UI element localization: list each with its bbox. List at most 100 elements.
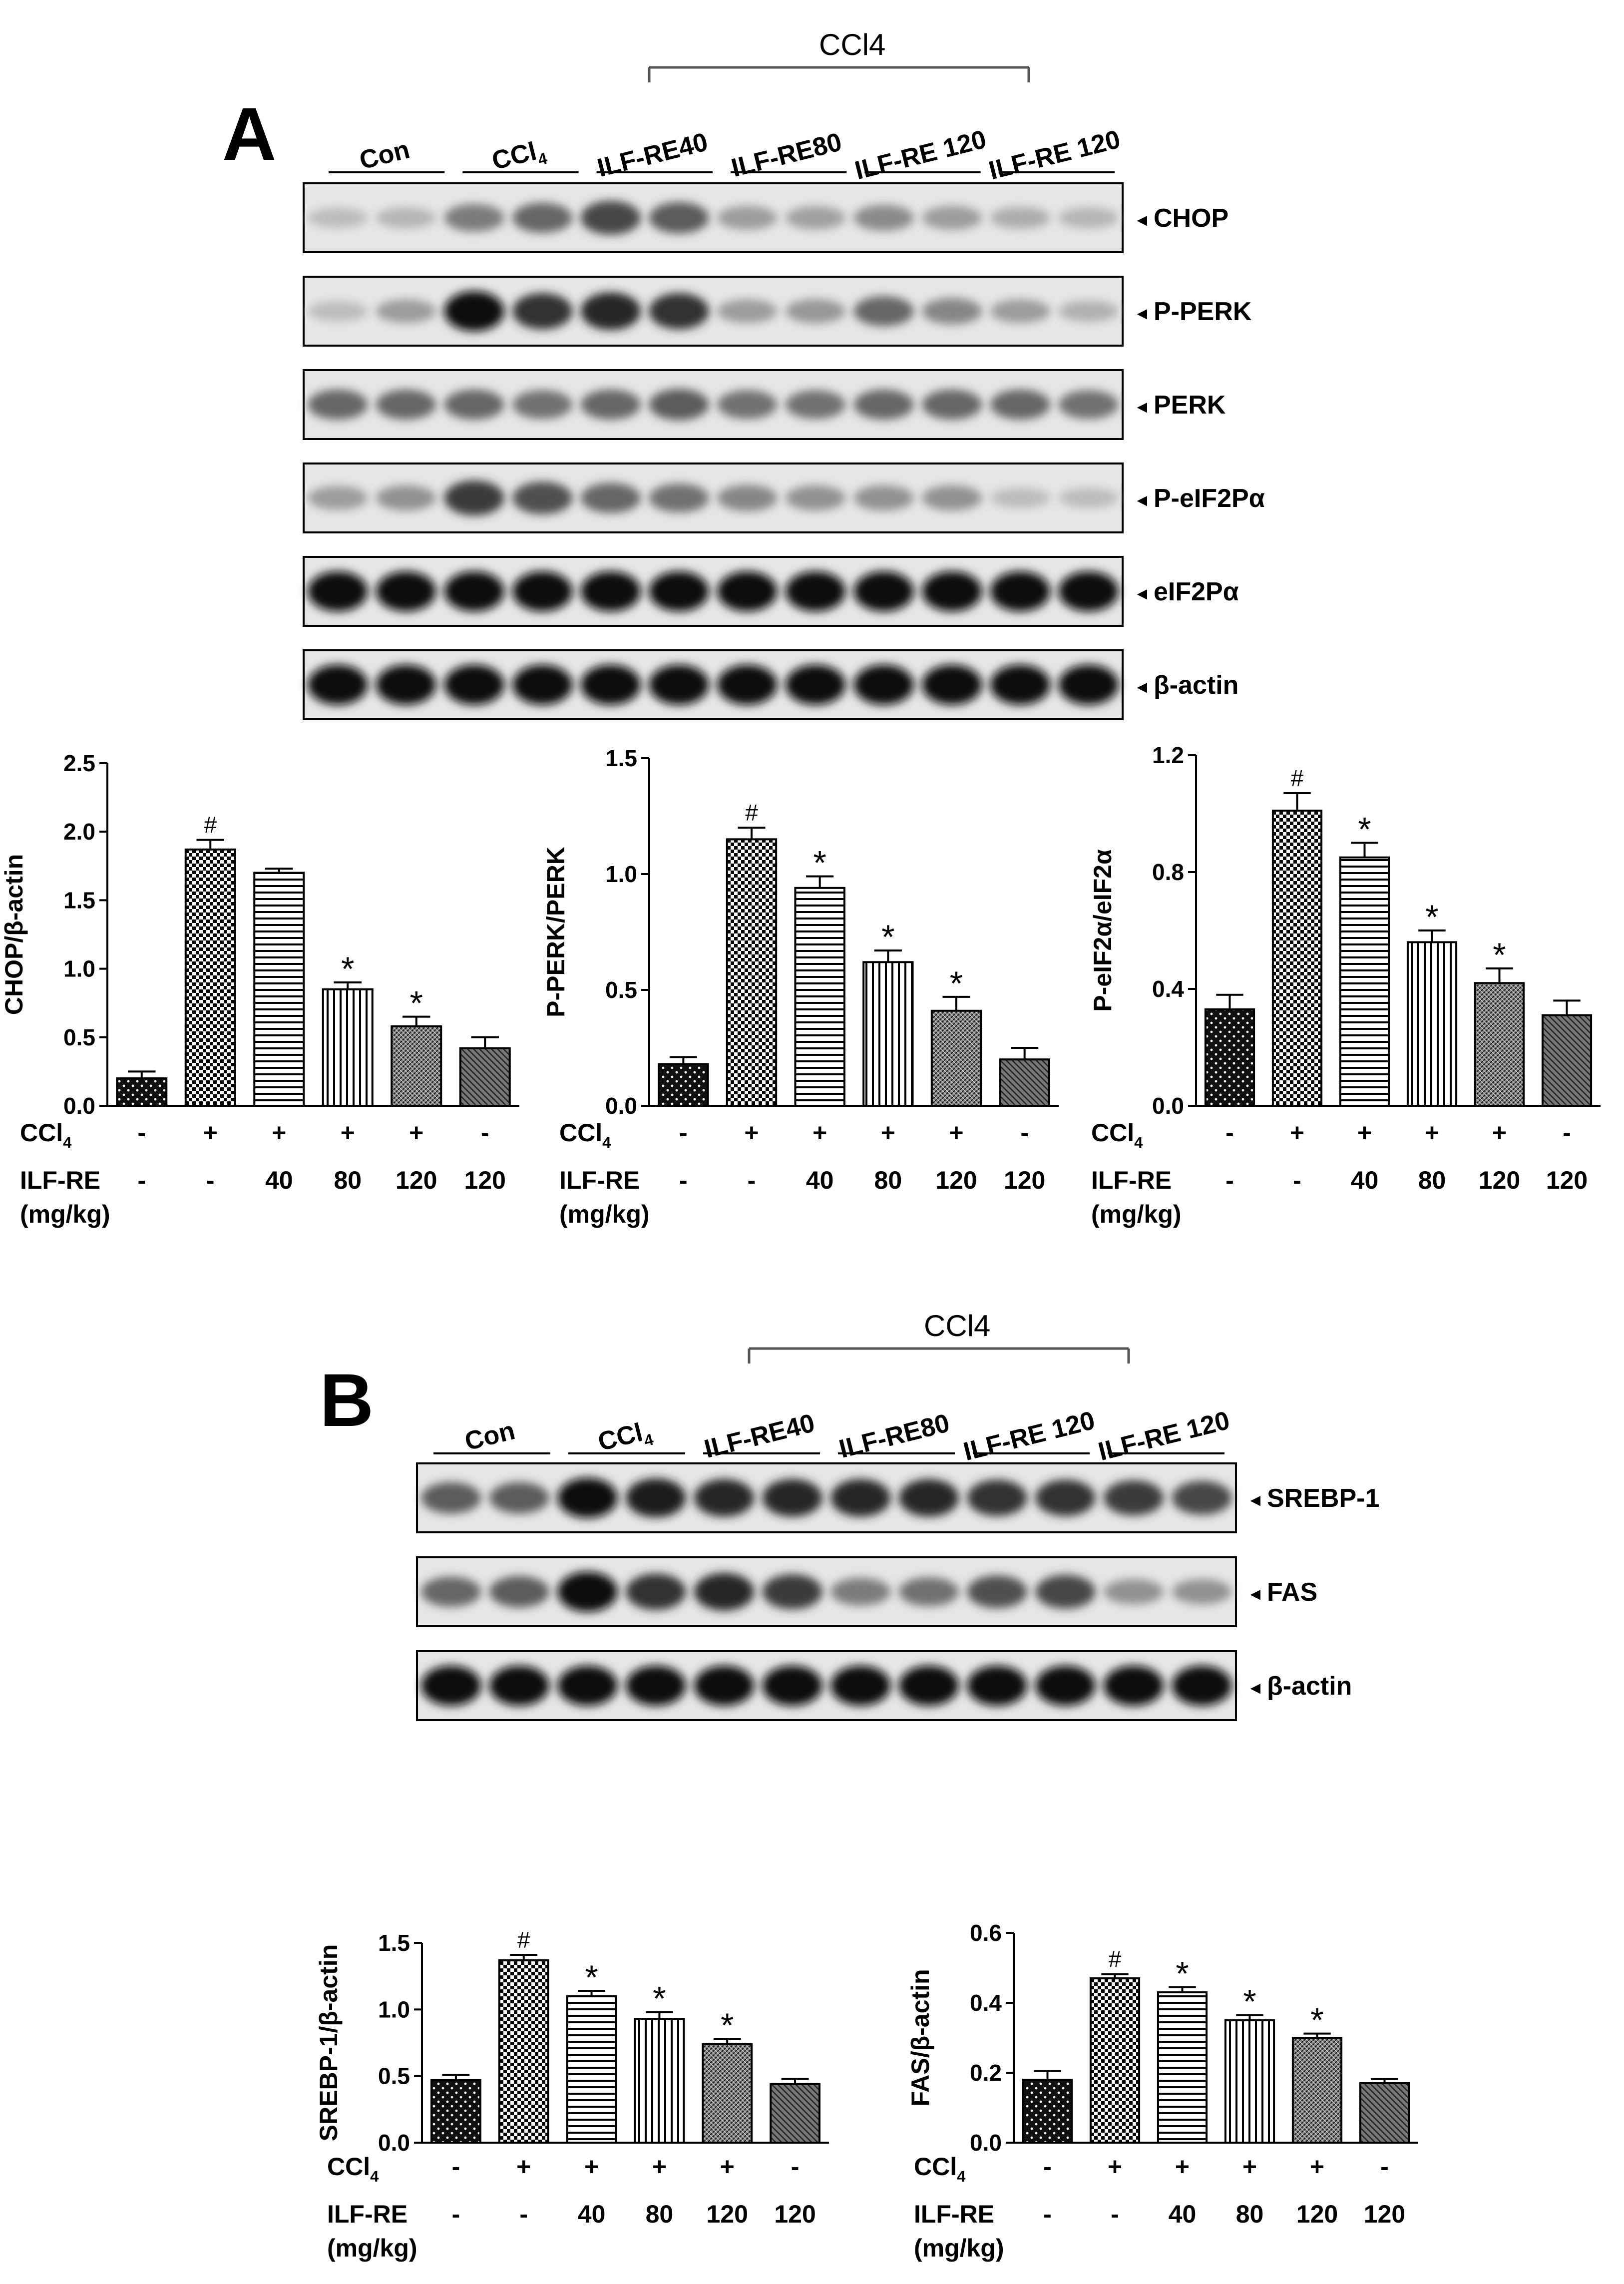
ccl4-value: + <box>1108 2153 1122 2181</box>
bar <box>1339 856 1390 1107</box>
panel-a-blot-band <box>853 205 914 231</box>
ilf-re-row-label: ILF-RE <box>1091 1166 1172 1194</box>
panel-a-blot-band <box>512 390 573 419</box>
significance-star: * <box>1358 811 1371 849</box>
panel-a-blot-band <box>990 389 1051 420</box>
panel-a-arrow-icon: ◄ <box>1134 491 1151 510</box>
ccl4-row-label: CCl4 <box>914 2153 966 2185</box>
ccl4-value: + <box>203 1119 218 1147</box>
panel-b-lane-header: ILF-RE80 <box>836 1408 953 1464</box>
panel-a-blot-band <box>580 292 641 330</box>
ccl4-row-label: CCl4 <box>559 1119 611 1151</box>
ilf-re-value: 120 <box>1004 1166 1045 1194</box>
panel-a-blot-band <box>444 571 504 612</box>
ilf-re-unit-label: (mg/kg) <box>327 2234 417 2262</box>
bar <box>1291 2037 1343 2144</box>
panel-a-blot-band <box>444 291 504 332</box>
ilf-re-unit-label: (mg/kg) <box>914 2234 1004 2262</box>
significance-star: * <box>950 964 963 1002</box>
panel-a-blot-band <box>580 482 641 513</box>
panel-a-blot-band <box>785 664 846 705</box>
ilf-re-value: 120 <box>1546 1166 1588 1194</box>
ilf-re-value: 120 <box>935 1166 977 1194</box>
panel-b-blot-band <box>489 1576 550 1608</box>
panel-a-blot-band <box>922 205 982 230</box>
bar <box>862 961 914 1107</box>
panel-b-blot-label: β-actin <box>1267 1672 1352 1701</box>
bar <box>322 988 374 1107</box>
y-tick-label: 1.5 <box>605 745 637 771</box>
panel-a-blot-band <box>785 571 846 612</box>
panel-a-blot-band <box>649 202 709 234</box>
bar <box>702 2043 753 2144</box>
significance-star: * <box>410 984 423 1022</box>
ilf-re-value: - <box>452 2200 460 2228</box>
panel-b-blot-band <box>830 1665 891 1706</box>
panel-a-blot-label: P-PERK <box>1154 297 1252 326</box>
y-tick-label: 0.0 <box>1152 1093 1184 1119</box>
significance-star: * <box>1176 1955 1189 1993</box>
panel-a-blot-band <box>922 571 982 612</box>
panel-a-blot-band <box>922 664 982 705</box>
ilf-re-row-label: ILF-RE <box>20 1166 100 1194</box>
panel-a-blot-band <box>308 664 368 705</box>
y-axis-label: FAS/β-actin <box>906 1969 934 2107</box>
ilf-re-unit-label: (mg/kg) <box>559 1200 650 1228</box>
panel-a-blot-band <box>717 299 778 324</box>
ccl4-value: - <box>1563 1119 1571 1147</box>
chart-srebp: 0.0 0.5 1.0 1.5 SREBP-1/β-actin - - # + - * +40 * +80… <box>315 1927 829 2262</box>
panel-b-blot-band <box>557 1477 618 1518</box>
panel-a-blot-band <box>922 298 982 325</box>
panel-b-lane-headers: Con CCl4 ILF-RE40 ILF-RE80 ILF-RE 120ILF-RE … <box>433 1406 1232 1466</box>
panel-a-blot-band <box>1058 487 1119 508</box>
y-tick-label: 0.0 <box>378 2130 410 2156</box>
panel-b-blot-band <box>694 1665 755 1706</box>
ilf-re-value: 40 <box>578 2200 606 2228</box>
ilf-re-value: - <box>679 1166 688 1194</box>
bar <box>1204 1008 1255 1107</box>
panel-b-blot-band <box>898 1479 959 1517</box>
panel-a-blot-label: eIF2Pα <box>1154 577 1239 606</box>
ccl4-value: + <box>949 1119 963 1147</box>
panel-a-blot-band <box>649 664 709 705</box>
significance-star: * <box>1243 1983 1256 2021</box>
ccl4-value: + <box>744 1119 759 1147</box>
panel-a-blot-strip <box>303 556 1124 627</box>
y-tick-label: 2.0 <box>63 819 95 845</box>
panel-a-blot-band <box>922 485 982 511</box>
panel-a-blot-band <box>717 205 778 230</box>
ccl4-value: - <box>452 2153 460 2181</box>
y-tick-label: 0.0 <box>970 2130 1002 2156</box>
y-tick-label: 0.5 <box>63 1024 95 1050</box>
bar <box>726 838 778 1107</box>
y-tick-label: 2.5 <box>63 750 95 776</box>
ccl4-value: - <box>481 1119 489 1147</box>
panel-a-blot-band <box>1058 664 1119 705</box>
ilf-re-value: 80 <box>334 1166 362 1194</box>
panel-a-blot-band <box>990 487 1051 508</box>
significance-star: * <box>881 918 894 956</box>
ccl4-value: - <box>1043 2153 1052 2181</box>
bar <box>1271 810 1323 1107</box>
ilf-re-value: 80 <box>1236 2200 1264 2228</box>
panel-b-lane-header: ILF-RE 120 <box>960 1406 1098 1466</box>
panel-b-blot-band <box>898 1665 959 1706</box>
panel-a-blot-strip <box>303 182 1124 253</box>
panel-a-blot-label: P-eIF2Pα <box>1154 484 1265 513</box>
ilf-re-value: 40 <box>1351 1166 1379 1194</box>
panel-a-blot-band <box>580 664 641 705</box>
panel-a-blot-band <box>444 204 504 232</box>
panel-a-blot-band <box>1058 390 1119 419</box>
panel-a-blot-band <box>512 293 573 330</box>
ilf-re-value: 80 <box>874 1166 902 1194</box>
y-axis-label: P-eIF2α/eIF2α <box>1089 849 1117 1012</box>
ilf-re-value: 40 <box>806 1166 834 1194</box>
chart-fas: 0.0 0.2 0.4 0.6 FAS/β-actin - - # + - * +40 * +80 * +12… <box>906 1920 1418 2262</box>
panel-a-blot-band <box>376 389 436 420</box>
panel-a-blot-strip <box>303 369 1124 440</box>
significance-hash: # <box>745 800 758 826</box>
panel-a-blot-band <box>717 484 778 511</box>
ilf-re-value: - <box>1043 2200 1052 2228</box>
panel-b-blot-band <box>1172 1665 1232 1706</box>
